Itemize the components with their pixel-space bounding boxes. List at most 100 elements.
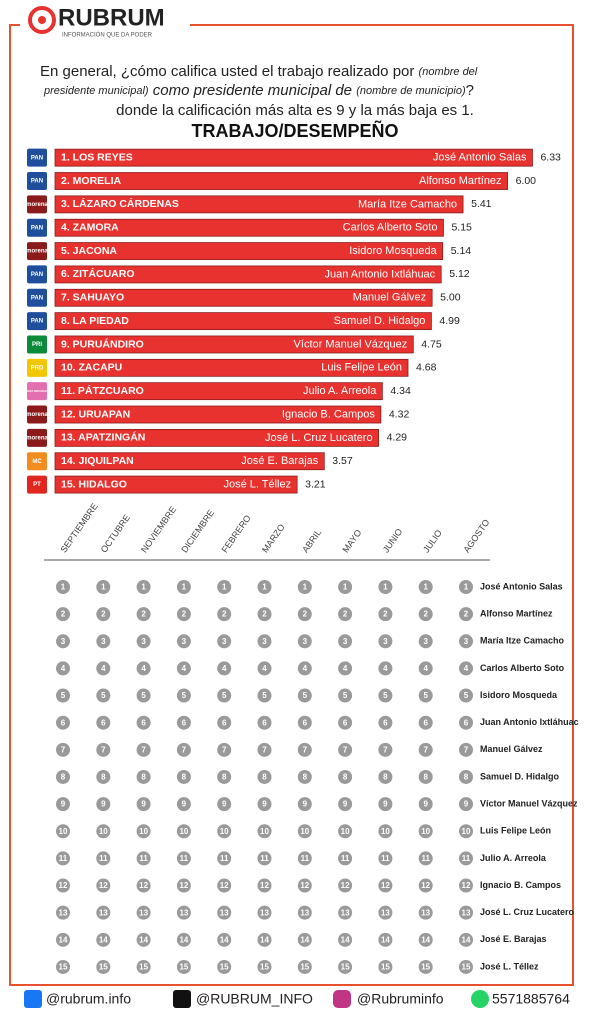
month-label: SEPTIEMBRE	[58, 501, 99, 554]
rank-label: 2	[464, 610, 469, 619]
rank-circle	[418, 742, 433, 757]
rank-label: 10	[220, 827, 229, 836]
rank-circle	[418, 878, 433, 893]
rank-circle	[176, 688, 191, 703]
rank-circle	[176, 580, 191, 594]
bar	[54, 405, 382, 424]
rank-label: 14	[300, 935, 309, 944]
rank-label: 5	[464, 691, 469, 700]
rank-label: 1	[61, 583, 66, 592]
rank-circle	[459, 607, 473, 622]
rank-label: 5	[343, 691, 348, 700]
rank-label: 15	[220, 963, 229, 972]
rank-circle	[378, 607, 393, 622]
rank-circle	[459, 688, 473, 703]
rank-label: 5	[141, 691, 146, 700]
party-name: morena	[26, 412, 48, 418]
rank-label: 10	[179, 827, 188, 836]
mayor-name: José E. Barajas	[241, 455, 319, 467]
rank-circle	[136, 769, 151, 784]
rank-label: 8	[262, 773, 267, 782]
question-line: En general, ¿cómo califica usted el trab…	[40, 63, 478, 80]
category-label: 12. URUAPAN	[61, 408, 130, 420]
rank-circle	[217, 661, 232, 676]
rank-label: 4	[343, 664, 348, 673]
category-label: 8. LA PIEDAD	[61, 315, 129, 327]
q: como presidente municipal de	[153, 82, 352, 99]
rank-circle	[459, 824, 473, 839]
rank-label: 3	[222, 637, 227, 646]
value-label: 6.33	[540, 151, 561, 163]
x-icon	[173, 990, 191, 1008]
mayor-name: Ignacio B. Campos	[480, 880, 561, 890]
rank-circle	[56, 580, 70, 594]
rank-circle	[297, 959, 312, 974]
rank-circle	[96, 715, 111, 730]
rank-label: 4	[182, 664, 187, 673]
rank-label: 3	[141, 637, 146, 646]
rank-label: 15	[99, 963, 108, 972]
rank-label: 3	[343, 637, 348, 646]
rank-label: 14	[341, 935, 350, 944]
rank-label: 12	[462, 881, 471, 890]
rank-circle	[176, 742, 191, 757]
category-label: 5. JACONA	[61, 245, 117, 257]
party-logo	[27, 382, 47, 401]
rank-label: 13	[99, 908, 108, 917]
rank-circle	[297, 769, 312, 784]
party-name: MC	[32, 459, 42, 465]
rank-label: 15	[341, 963, 350, 972]
rank-circle	[176, 769, 191, 784]
rank-circle	[217, 769, 232, 784]
rank-label: 1	[423, 583, 428, 592]
category-label: 14. JIQUILPAN	[61, 455, 134, 467]
rank-circle	[176, 715, 191, 730]
rank-label: 6	[262, 718, 267, 727]
rank-label: 13	[462, 908, 471, 917]
party-name: PRI	[32, 342, 42, 348]
rank-circle	[96, 580, 111, 594]
rank-label: 9	[383, 800, 388, 809]
rank-label: 13	[59, 908, 68, 917]
mayor-name: José L. Cruz Lucatero	[265, 432, 373, 444]
rank-circle	[338, 932, 353, 947]
rank-circle	[297, 634, 312, 649]
rank-label: 14	[139, 935, 148, 944]
rank-label: 10	[421, 827, 430, 836]
rank-circle	[136, 797, 151, 812]
rank-label: 3	[423, 637, 428, 646]
rank-label: 14	[99, 935, 108, 944]
rank-circle	[338, 715, 353, 730]
rank-circle	[96, 905, 111, 920]
party-logo	[27, 288, 47, 307]
rank-circle	[338, 851, 353, 866]
rank-label: 14	[462, 935, 471, 944]
mayor-name: Víctor Manuel Vázquez	[294, 338, 408, 350]
brand: RUBRUM	[58, 4, 165, 31]
rank-circle	[418, 824, 433, 839]
rank-label: 7	[182, 745, 187, 754]
month-label: JULIO	[421, 528, 444, 555]
party-name: PT	[33, 482, 41, 488]
rank-label: 1	[262, 583, 267, 592]
q: En general, ¿cómo califica usted el trab…	[40, 63, 414, 80]
rank-circle	[418, 797, 433, 812]
rank-circle	[136, 634, 151, 649]
rank-label: 12	[99, 881, 108, 890]
rank-circle	[176, 607, 191, 622]
mayor-name: Julio A. Arreola	[480, 853, 547, 863]
rank-circle	[257, 824, 272, 839]
rank-label: 6	[61, 718, 66, 727]
party-name: FUERZA MICHOACÁN	[21, 388, 53, 393]
rank-label: 5	[262, 691, 267, 700]
month-label: ABRIL	[300, 527, 323, 554]
q-note: (nombre de municipio)	[356, 85, 466, 97]
rank-label: 5	[101, 691, 106, 700]
rank-circle	[136, 932, 151, 947]
rank-label: 12	[300, 881, 309, 890]
rank-label: 13	[220, 908, 229, 917]
rank-label: 2	[141, 610, 146, 619]
party-logo	[27, 405, 47, 424]
value-label: 4.68	[416, 362, 437, 374]
